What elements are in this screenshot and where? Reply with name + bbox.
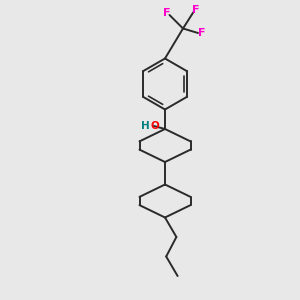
Text: O: O: [150, 121, 159, 131]
Text: F: F: [191, 5, 199, 16]
Text: F: F: [163, 8, 171, 19]
Text: F: F: [198, 28, 205, 38]
Text: H: H: [141, 121, 150, 131]
